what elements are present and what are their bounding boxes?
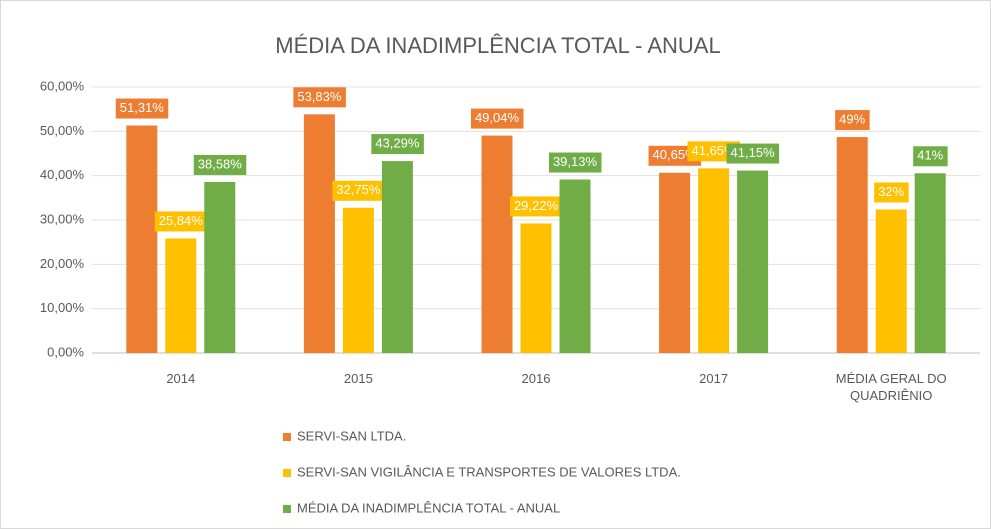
x-tick-label: 2015	[343, 371, 373, 386]
legend-label: MÉDIA DA INADIMPLÊNCIA TOTAL - ANUAL	[297, 500, 560, 515]
data-label-box	[726, 143, 780, 164]
x-tick-label: MÉDIA GERAL DO QUADRIÊNIO	[835, 371, 947, 403]
data-label: 29,22%	[514, 198, 559, 213]
data-label-box	[835, 110, 870, 131]
data-label-box	[332, 180, 385, 201]
data-label: 41%	[917, 148, 943, 163]
data-label: 32%	[878, 184, 904, 199]
bar	[836, 137, 868, 353]
bar	[204, 181, 236, 353]
bar	[342, 207, 374, 353]
data-label-box	[193, 154, 247, 175]
x-tick-label: 2014	[166, 371, 196, 386]
data-label: 41,15%	[731, 145, 776, 160]
data-label: 39,13%	[553, 154, 598, 169]
data-label: 32,75%	[336, 182, 381, 197]
data-label: 49%	[839, 111, 865, 126]
data-label: 41,65%	[692, 143, 737, 158]
y-tick-label: 40,00%	[40, 167, 85, 182]
bar	[559, 179, 591, 353]
y-tick-label: 10,00%	[40, 300, 85, 315]
y-tick-label: 20,00%	[40, 256, 85, 271]
y-tick-label: 50,00%	[40, 123, 85, 138]
data-label-box	[115, 98, 169, 119]
bar	[659, 172, 691, 353]
data-label-box	[154, 211, 208, 232]
x-tick-label: 2016	[521, 371, 551, 386]
data-label-box	[509, 196, 563, 217]
data-label: 43,29%	[375, 136, 420, 151]
data-label-box	[293, 87, 346, 108]
data-label: 25,84%	[159, 213, 204, 228]
legend-swatch	[283, 469, 291, 477]
data-label: 53,83%	[297, 89, 342, 104]
data-label-box	[548, 152, 602, 173]
bar	[520, 223, 552, 353]
data-label: 40,65%	[653, 147, 698, 162]
data-label: 49,04%	[475, 110, 520, 125]
legend-label: SERVI-SAN LTDA.	[297, 428, 406, 443]
legend-label: SERVI-SAN VIGILÂNCIA E TRANSPORTES DE VA…	[297, 464, 681, 479]
bar	[381, 161, 413, 353]
bar	[165, 238, 197, 353]
bar	[875, 209, 907, 353]
bar	[303, 114, 335, 353]
data-label: 51,31%	[120, 100, 165, 115]
legend-swatch	[283, 433, 291, 441]
data-label-box	[371, 134, 424, 155]
bar	[914, 173, 946, 353]
data-label-box	[913, 146, 948, 167]
legend-swatch	[283, 505, 291, 513]
bar	[126, 125, 158, 353]
data-label-box	[874, 182, 909, 203]
y-tick-label: 30,00%	[40, 211, 85, 226]
bar	[481, 135, 513, 353]
y-tick-label: 0,00%	[47, 344, 84, 359]
chart-title: MÉDIA DA INADIMPLÊNCIA TOTAL - ANUAL	[275, 33, 720, 58]
data-label-box	[470, 108, 524, 129]
y-tick-label: 60,00%	[40, 78, 85, 93]
bar	[698, 168, 730, 353]
bar	[737, 170, 769, 353]
x-tick-label: 2017	[699, 371, 729, 386]
data-label: 38,58%	[198, 156, 243, 171]
